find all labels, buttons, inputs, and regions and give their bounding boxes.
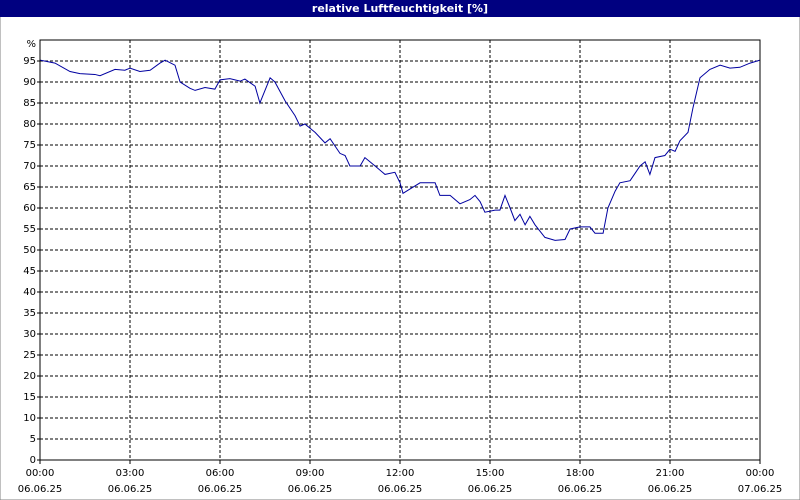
y-tick-label: 65	[23, 182, 36, 193]
x-tick-label: 12:00	[386, 468, 415, 479]
y-tick-label: 75	[23, 140, 36, 151]
y-tick-label: 40	[23, 287, 36, 298]
x-tick-label: 00:00	[746, 468, 775, 479]
y-tick-label: 10	[23, 413, 36, 424]
y-tick-label: 50	[23, 245, 36, 256]
y-tick-label: 85	[23, 98, 36, 109]
x-tick-date: 06.06.25	[18, 484, 63, 495]
y-tick-label: 25	[23, 350, 36, 361]
y-tick-label: 80	[23, 119, 36, 130]
x-tick-date: 06.06.25	[468, 484, 513, 495]
x-tick-date: 06.06.25	[558, 484, 603, 495]
y-tick-label: 35	[23, 308, 36, 319]
x-tick-date: 06.06.25	[288, 484, 333, 495]
y-tick-label: 70	[23, 161, 36, 172]
title-bar	[0, 0, 800, 17]
y-tick-label: 0	[30, 455, 36, 466]
y-tick-label: 30	[23, 329, 36, 340]
chart-title: relative Luftfeuchtigkeit [%]	[312, 2, 488, 15]
x-tick-date: 06.06.25	[648, 484, 693, 495]
y-tick-label: 60	[23, 203, 36, 214]
x-tick-date: 06.06.25	[108, 484, 153, 495]
y-tick-label: 45	[23, 266, 36, 277]
x-tick-label: 15:00	[476, 468, 505, 479]
y-tick-label: 5	[30, 434, 36, 445]
data-line	[39, 59, 761, 241]
x-tick-label: 21:00	[656, 468, 685, 479]
x-tick-label: 09:00	[296, 468, 325, 479]
y-tick-label: 20	[23, 371, 36, 382]
x-tick-label: 18:00	[566, 468, 595, 479]
y-tick-label: 90	[23, 77, 36, 88]
plot-frame	[39, 39, 761, 461]
y-tick-label: 15	[23, 392, 36, 403]
x-tick-date: 07.06.25	[738, 484, 783, 495]
x-tick-label: 03:00	[116, 468, 145, 479]
x-tick-label: 00:00	[26, 468, 55, 479]
x-tick-date: 06.06.25	[378, 484, 423, 495]
y-tick-label: 95	[23, 56, 36, 67]
marks	[39, 59, 761, 241]
grid	[37, 40, 761, 464]
y-tick-label: 55	[23, 224, 36, 235]
x-tick-label: 06:00	[206, 468, 235, 479]
x-tick-date: 06.06.25	[198, 484, 243, 495]
y-axis-label: %	[26, 39, 36, 50]
